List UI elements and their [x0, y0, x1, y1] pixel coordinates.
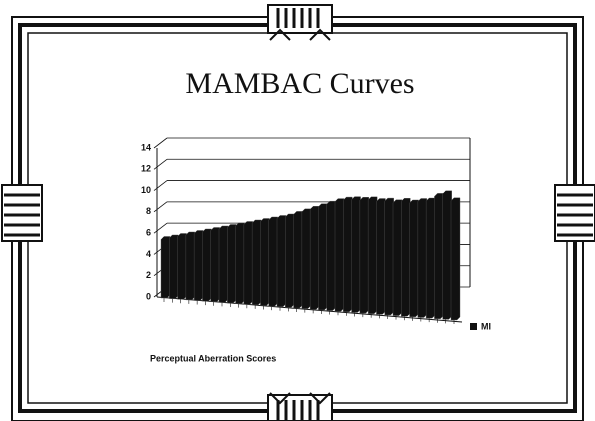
bar	[227, 224, 236, 303]
bar	[360, 197, 369, 313]
bar	[376, 199, 385, 315]
bar	[393, 200, 402, 316]
bar	[302, 209, 311, 309]
legend-swatch	[470, 323, 477, 330]
bar	[294, 211, 303, 308]
bar	[169, 235, 178, 299]
y-tick	[154, 138, 167, 148]
y-tick-label: 10	[141, 185, 151, 195]
bar	[318, 204, 327, 310]
bar	[310, 206, 319, 309]
y-tick-label: 14	[141, 142, 151, 152]
bar	[434, 193, 443, 318]
bar	[335, 199, 344, 312]
y-tick-label: 4	[146, 249, 151, 259]
bar	[368, 197, 377, 314]
bar	[260, 218, 269, 305]
y-tick	[154, 202, 167, 212]
chart-title: MAMBAC Curves	[185, 67, 414, 100]
x-axis-label: Perceptual Aberration Scores	[150, 353, 276, 363]
bar	[352, 197, 361, 313]
bar	[161, 236, 170, 298]
y-tick	[154, 181, 167, 191]
bar	[252, 220, 261, 305]
y-tick-label: 6	[146, 228, 151, 238]
bar	[236, 223, 245, 304]
bar	[186, 232, 195, 300]
y-tick-label: 0	[146, 291, 151, 301]
y-tick-label: 2	[146, 270, 151, 280]
bar	[211, 227, 220, 301]
bar	[401, 198, 410, 316]
bar	[443, 191, 452, 320]
bar	[285, 214, 294, 307]
plot: 0 2 4 6 8 10 12 14 MI	[141, 138, 491, 331]
bar	[202, 229, 211, 301]
y-tick-label: 12	[141, 164, 151, 174]
bar	[426, 198, 435, 318]
bar	[269, 217, 278, 306]
bar	[418, 198, 427, 317]
slide: MAMBAC Curves Perceptual Aberration Scor…	[0, 0, 595, 421]
bar	[327, 201, 336, 310]
y-tick	[154, 223, 167, 233]
y-tick-label: 8	[146, 206, 151, 216]
bar	[244, 221, 253, 304]
bar	[178, 233, 187, 299]
bar	[277, 215, 286, 306]
bar	[410, 200, 419, 317]
legend-label: MI	[481, 321, 491, 331]
bar	[194, 230, 203, 300]
bar	[343, 197, 352, 312]
bar	[451, 198, 460, 320]
bar	[385, 198, 394, 315]
bar	[219, 226, 228, 302]
y-tick	[154, 159, 167, 169]
